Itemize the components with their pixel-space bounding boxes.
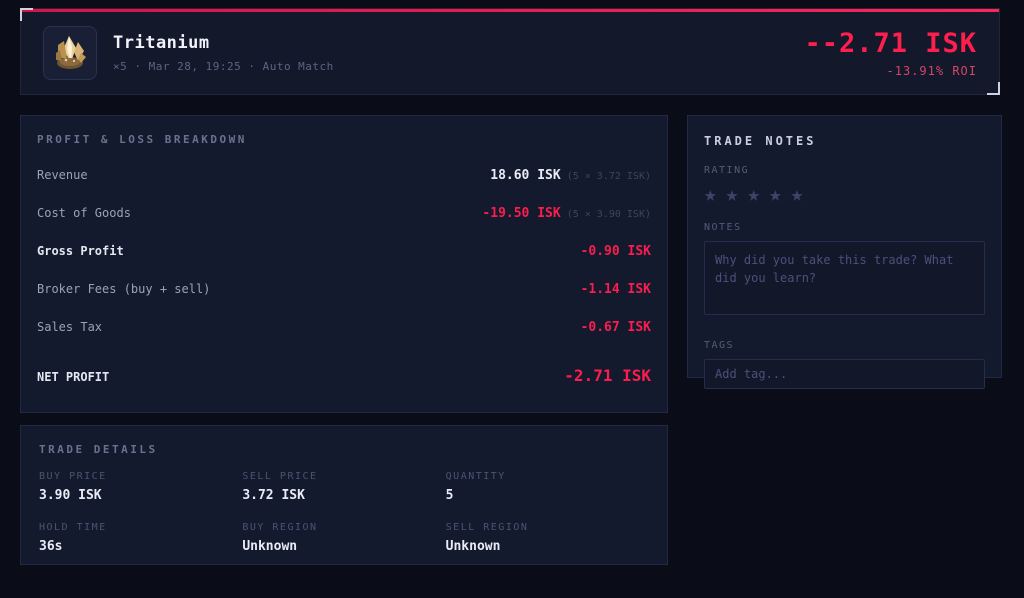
- item-icon-box: [43, 26, 97, 80]
- pnl-row-value: -19.50 ISK: [482, 206, 561, 221]
- star-icon[interactable]: ★: [725, 182, 739, 206]
- detail-buy-region: BUY REGION Unknown: [242, 522, 445, 554]
- detail-value: 3.90 ISK: [39, 488, 102, 503]
- corner-bracket-top-left: [20, 8, 33, 21]
- corner-bracket-bottom-right: [987, 82, 1000, 95]
- detail-value: 3.72 ISK: [242, 488, 305, 503]
- detail-label: HOLD TIME: [39, 522, 107, 533]
- detail-hold-time: HOLD TIME 36s: [39, 522, 242, 554]
- detail-label: QUANTITY: [445, 471, 506, 482]
- pnl-row-value: -0.90 ISK: [580, 244, 651, 259]
- pnl-row-net-profit: NET PROFIT -2.71 ISK: [37, 354, 651, 396]
- notes-card-title: TRADE NOTES: [704, 134, 817, 148]
- pnl-row-gross-profit: Gross Profit -0.90 ISK: [37, 232, 651, 270]
- pnl-row-value: -1.14 ISK: [580, 282, 651, 297]
- star-icon[interactable]: ★: [747, 182, 760, 206]
- detail-label: SELL PRICE: [242, 471, 318, 482]
- detail-value: Unknown: [445, 539, 501, 554]
- pnl-row-label: Cost of Goods: [37, 206, 131, 220]
- pnl-row-value: -2.71 ISK: [564, 366, 651, 385]
- star-icon[interactable]: ★: [768, 182, 782, 206]
- pnl-row-label: Revenue: [37, 168, 88, 182]
- detail-label: BUY PRICE: [39, 471, 107, 482]
- pnl-row-value: 18.60 ISK: [490, 168, 561, 183]
- notes-label: NOTES: [704, 222, 742, 233]
- pnl-row-label: Gross Profit: [37, 244, 124, 258]
- detail-sell-region: SELL REGION Unknown: [446, 522, 649, 554]
- trade-notes-card: TRADE NOTES RATING ★ ★ ★ ★ ★ NOTES TAGS: [687, 115, 1002, 389]
- detail-value: 5: [445, 488, 454, 503]
- add-tag-input[interactable]: [704, 359, 985, 389]
- tags-label: TAGS: [704, 340, 735, 351]
- pnl-card-title: PROFIT & LOSS BREAKDOWN: [37, 133, 247, 146]
- detail-value: Unknown: [242, 539, 298, 554]
- tritanium-crystal-icon: [56, 36, 86, 69]
- pnl-row-sales-tax: Sales Tax -0.67 ISK: [37, 308, 651, 346]
- rating-label: RATING: [704, 165, 750, 176]
- star-icon[interactable]: ★: [790, 182, 804, 206]
- pnl-breakdown-card: PROFIT & LOSS BREAKDOWN Revenue 18.60 IS…: [20, 115, 668, 413]
- pnl-row-sub: (5 × 3.90 ISK): [566, 209, 651, 220]
- trade-details-card: TRADE DETAILS BUY PRICE 3.90 ISK SELL PR…: [20, 425, 668, 565]
- pnl-row-value: -0.67 ISK: [580, 320, 651, 335]
- detail-sell-price: SELL PRICE 3.72 ISK: [242, 471, 445, 503]
- pnl-row-revenue: Revenue 18.60 ISK (5 × 3.72 ISK): [37, 156, 651, 194]
- detail-quantity: QUANTITY 5: [446, 471, 649, 503]
- header-pnl-value: --2.71 ISK: [804, 28, 977, 59]
- pnl-row-broker-fees: Broker Fees (buy + sell) -1.14 ISK: [37, 270, 651, 308]
- accent-line: [21, 9, 999, 12]
- trade-meta: ×5 · Mar 28, 19:25 · Auto Match: [113, 60, 334, 73]
- notes-textarea[interactable]: [704, 241, 985, 315]
- detail-buy-price: BUY PRICE 3.90 ISK: [39, 471, 242, 503]
- pnl-row-label: NET PROFIT: [37, 370, 110, 384]
- pnl-row-cost-of-goods: Cost of Goods -19.50 ISK (5 × 3.90 ISK): [37, 194, 651, 232]
- detail-label: BUY REGION: [242, 522, 318, 533]
- rating-stars: ★ ★ ★ ★ ★: [704, 184, 985, 205]
- pnl-row-sub: (5 × 3.72 ISK): [566, 171, 651, 182]
- header-roi: -13.91% ROI: [886, 64, 977, 78]
- details-card-title: TRADE DETAILS: [39, 443, 158, 456]
- pnl-row-label: Sales Tax: [37, 320, 103, 334]
- star-icon[interactable]: ★: [704, 182, 717, 206]
- pnl-row-label: Broker Fees (buy + sell): [37, 282, 211, 296]
- item-title: Tritanium: [113, 33, 210, 53]
- detail-label: SELL REGION: [445, 522, 529, 533]
- detail-value: 36s: [39, 539, 63, 554]
- trade-header-card: Tritanium ×5 · Mar 28, 19:25 · Auto Matc…: [20, 8, 1000, 95]
